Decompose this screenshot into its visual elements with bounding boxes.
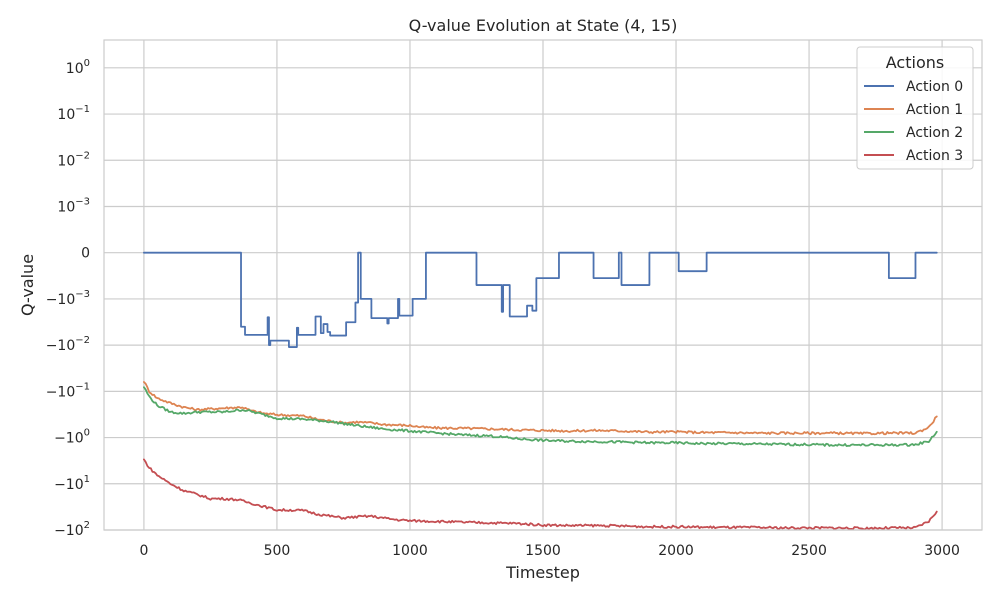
x-tick-label: 1000 [392, 543, 428, 559]
y-tick-label: −102 [54, 520, 90, 539]
y-tick-label: 100 [66, 58, 90, 77]
series-line-action-2 [143, 386, 938, 448]
y-tick-label: 10−1 [57, 104, 90, 123]
y-tick-label: 10−3 [57, 196, 90, 215]
legend-label-action-0: Action 0 [906, 79, 963, 95]
x-axis-label: Timestep [505, 563, 580, 582]
y-tick-labels: 100 10−1 10−2 10−3 0 −10−3 −10−2 −10−1 −100 −101 −… [46, 58, 90, 539]
y-tick-label: −101 [54, 474, 90, 493]
series-line-action-0 [143, 251, 938, 348]
x-tick-label: 0 [139, 543, 148, 559]
x-tick-label: 2500 [791, 543, 827, 559]
x-tick-label: 500 [264, 543, 291, 559]
legend-label-action-2: Action 2 [906, 125, 963, 141]
series-line-action-1 [143, 381, 938, 436]
y-axis-label: Q-value [18, 254, 37, 316]
x-tick-label: 3000 [924, 543, 960, 559]
legend-items: Action 0 Action 1 Action 2 Action 3 [864, 79, 963, 164]
series-layer [143, 251, 938, 531]
x-tick-label: 2000 [658, 543, 694, 559]
y-tick-label: 10−2 [57, 150, 90, 169]
x-tick-label: 1500 [525, 543, 561, 559]
legend: Actions Action 0 Action 1 Action 2 Action 3 [856, 46, 974, 170]
legend-box [856, 46, 974, 170]
y-tick-label: −10−2 [46, 335, 90, 354]
chart-title: Q-value Evolution at State (4, 15) [409, 16, 678, 35]
legend-label-action-1: Action 1 [906, 102, 963, 118]
series-line-action-3 [143, 458, 938, 531]
y-tick-label: −10−1 [46, 381, 90, 400]
legend-label-action-3: Action 3 [906, 148, 963, 164]
y-tick-label: 0 [81, 246, 90, 262]
y-tick-label: −10−3 [46, 289, 90, 308]
y-tick-label: −100 [54, 428, 90, 447]
plot-frame [103, 39, 983, 531]
legend-title: Actions [886, 53, 944, 72]
x-tick-labels: 0 500 1000 1500 2000 2500 3000 [139, 543, 959, 559]
